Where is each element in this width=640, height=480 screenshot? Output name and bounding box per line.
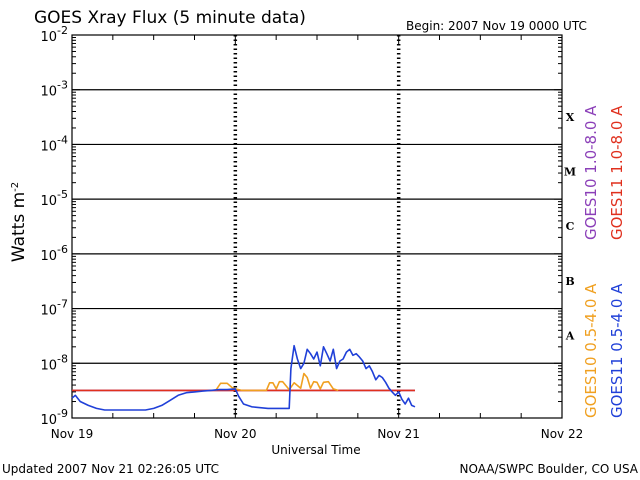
chart-title: GOES Xray Flux (5 minute data) [34, 8, 306, 28]
y-tick-base: 10 [40, 30, 57, 45]
legend-entry-1: GOES11 1.0-8.0 A [608, 105, 626, 240]
footer-updated: Updated 2007 Nov 21 02:26:05 UTC [2, 462, 219, 476]
y-tick-label-4: 10-5 [40, 188, 68, 209]
y-tick-label-6: 10-3 [40, 79, 68, 100]
x-tick-label-0: Nov 19 [51, 427, 94, 441]
y-tick-label-2: 10-7 [40, 298, 68, 319]
flare-class-B: B [565, 275, 574, 288]
grid-lines [72, 35, 562, 418]
begin-label: Begin: 2007 Nov 19 0000 UTC [406, 19, 587, 33]
flare-class-A: A [565, 330, 575, 343]
y-axis-label-exp: -2 [10, 182, 21, 192]
flare-class-X: X [566, 111, 575, 124]
tick-marks [71, 34, 563, 419]
footer-credit: NOAA/SWPC Boulder, CO USA [460, 462, 639, 476]
y-tick-base: 10 [40, 358, 57, 373]
y-tick-exp: -3 [57, 79, 68, 92]
y-tick-exp: -5 [57, 188, 68, 201]
y-tick-label-3: 10-6 [40, 243, 68, 264]
legend-entry-2: GOES10 0.5-4.0 A [582, 283, 600, 418]
y-axis-label: Watts m-2 [9, 182, 29, 262]
x-axis-label: Universal Time [271, 443, 360, 457]
flare-class-labels: X M C B A [564, 111, 576, 343]
series-layer [71, 344, 416, 411]
legend-entry-3: GOES11 0.5-4.0 A [608, 283, 626, 418]
y-tick-base: 10 [40, 194, 57, 209]
y-tick-label-1: 10-8 [40, 352, 68, 373]
x-tick-label-2: Nov 21 [377, 427, 420, 441]
y-tick-exp: -7 [57, 298, 68, 311]
plot-area [71, 34, 563, 419]
y-axis-label-text: Watts m [9, 192, 29, 262]
y-tick-exp: -8 [57, 352, 68, 365]
y-tick-exp: -9 [57, 407, 68, 420]
flare-class-C: C [566, 220, 575, 233]
plot-frame [71, 34, 563, 419]
legend: GOES10 1.0-8.0 A GOES11 1.0-8.0 A GOES10 0… [582, 105, 626, 418]
y-tick-base: 10 [40, 413, 57, 428]
y-tick-label-7: 10-2 [40, 24, 68, 45]
x-tick-label-1: Nov 20 [214, 427, 257, 441]
y-tick-base: 10 [40, 249, 57, 264]
y-tick-base: 10 [40, 139, 57, 154]
flare-class-M: M [564, 166, 576, 179]
legend-entry-0: GOES10 1.0-8.0 A [582, 105, 600, 240]
y-tick-base: 10 [40, 85, 57, 100]
x-tick-labels: Nov 19 Nov 20 Nov 21 Nov 22 [51, 427, 584, 441]
y-tick-labels: 10-910-810-710-610-510-410-310-2 [40, 24, 68, 428]
y-tick-label-5: 10-4 [40, 133, 68, 154]
y-tick-base: 10 [40, 304, 57, 319]
series-line-3 [71, 344, 416, 411]
y-tick-exp: -6 [57, 243, 68, 256]
y-tick-exp: -2 [57, 24, 68, 37]
y-tick-label-0: 10-9 [40, 407, 68, 428]
y-tick-exp: -4 [57, 133, 68, 146]
x-tick-label-3: Nov 22 [541, 427, 584, 441]
